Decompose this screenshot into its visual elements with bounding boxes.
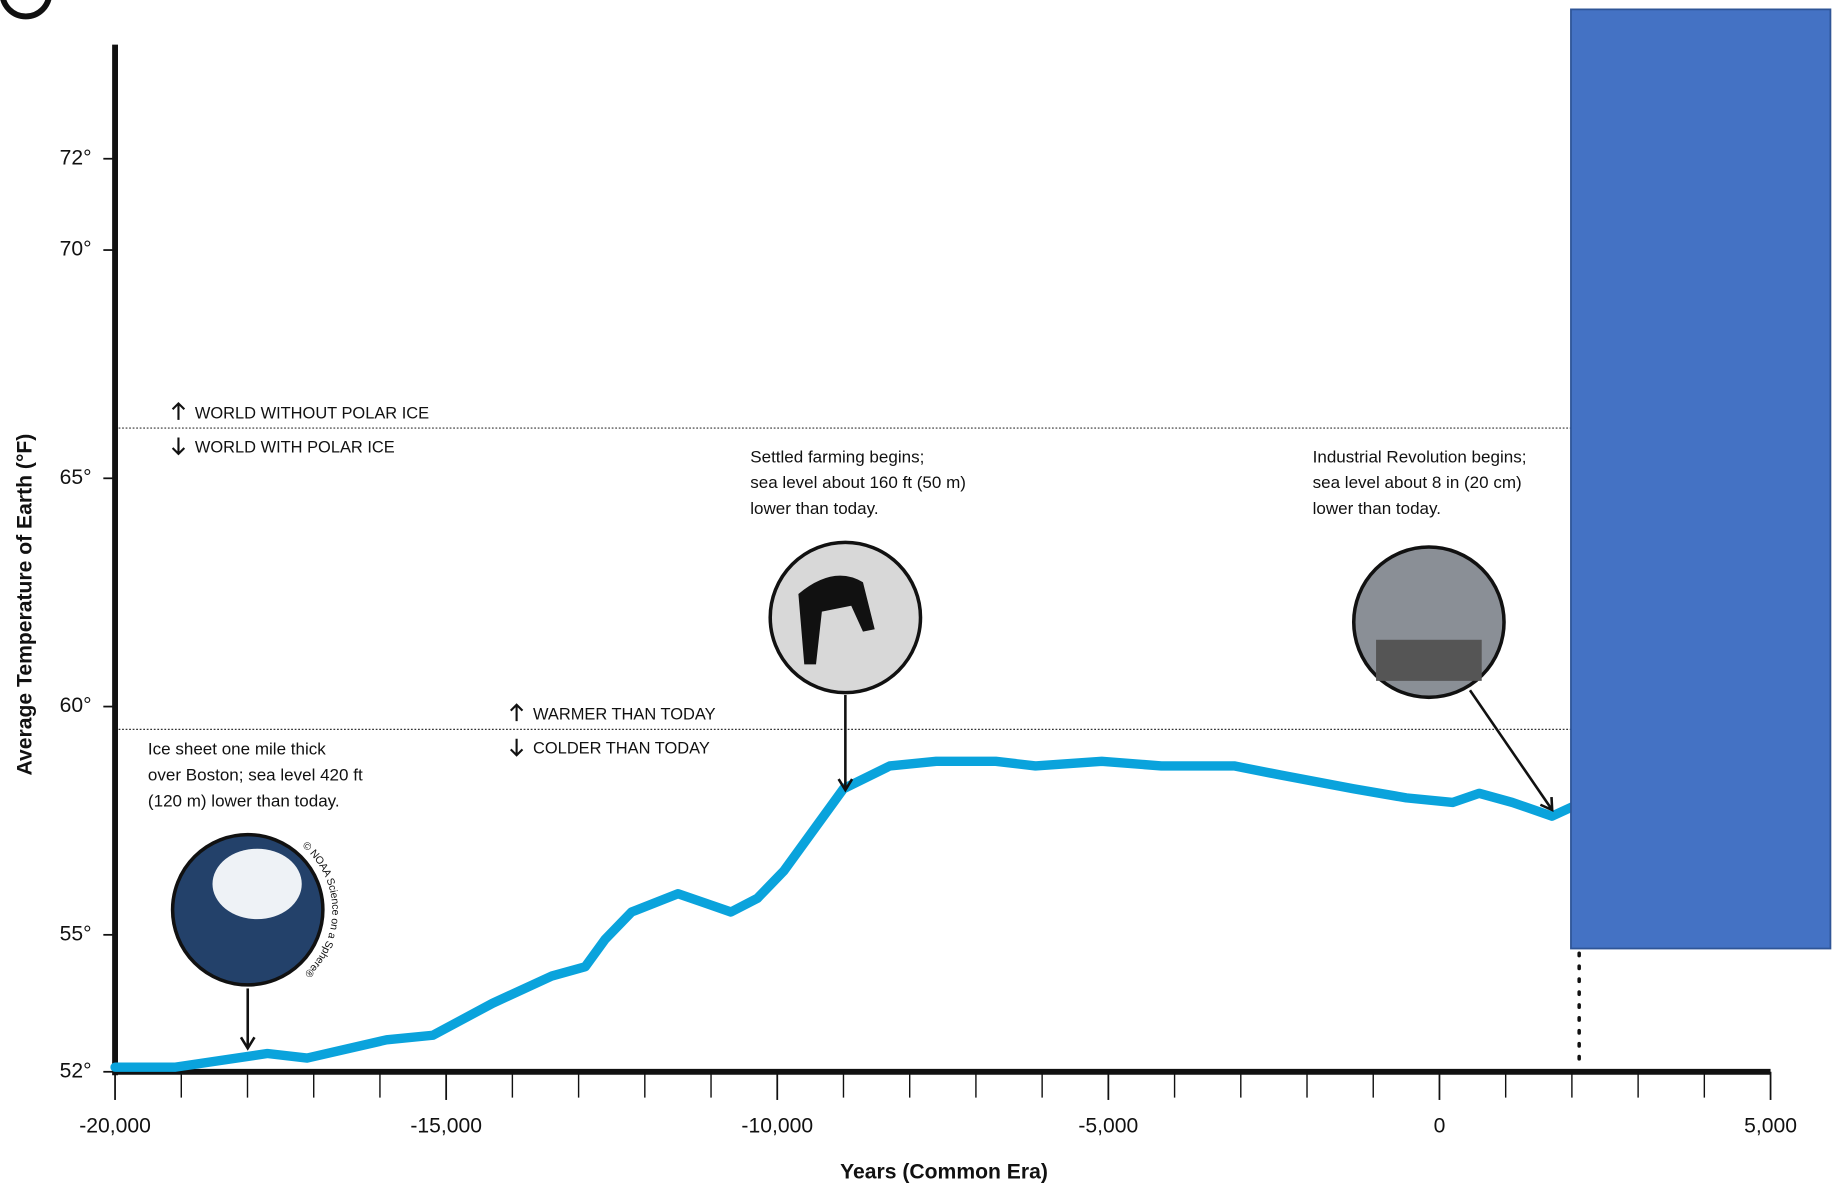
x-tick-label: -15,000 xyxy=(410,1115,482,1138)
arrow-icon xyxy=(511,705,523,721)
chart: Years (Common Era) Average Temperature o… xyxy=(0,0,1841,1188)
x-tick-label: -5,000 xyxy=(1078,1115,1138,1138)
ice-sheet xyxy=(213,849,302,919)
x-tick-label: -10,000 xyxy=(741,1115,813,1138)
reference-label: COLDER THAN TODAY xyxy=(533,740,710,758)
y-axis-title: Average Temperature of Earth (°F) xyxy=(13,434,36,776)
x-tick-label: -20,000 xyxy=(79,1115,151,1138)
reference-label: WORLD WITH POLAR ICE xyxy=(195,438,395,456)
reference-label: WORLD WITHOUT POLAR ICE xyxy=(195,404,429,422)
x-tick-label: 5,000 xyxy=(1744,1115,1797,1138)
page: {"chart_data": { "type": "line", "x_labe… xyxy=(0,0,1841,1188)
arrow-icon xyxy=(511,739,523,755)
y-tick-label: 60° xyxy=(60,694,92,717)
y-tick-label: 65° xyxy=(60,466,92,489)
arrow-icon xyxy=(173,437,185,453)
annotation-text: over Boston; sea level 420 ft xyxy=(148,765,363,784)
annotation-text: Settled farming begins; xyxy=(750,447,924,466)
annotation-text: (120 m) lower than today. xyxy=(148,791,340,810)
annotation-text: sea level about 160 ft (50 m) xyxy=(750,473,966,492)
y-tick-label: 70° xyxy=(60,238,92,261)
overlay-box xyxy=(1571,9,1830,948)
refinery xyxy=(1376,640,1482,681)
x-axis-title: Years (Common Era) xyxy=(840,1160,1048,1183)
y-tick-label: 55° xyxy=(60,922,92,945)
logo-fragment xyxy=(2,0,49,16)
reference-label: WARMER THAN TODAY xyxy=(533,706,716,724)
annotation-text: Ice sheet one mile thick xyxy=(148,740,326,759)
y-tick-label: 72° xyxy=(60,146,92,169)
x-tick-label: 0 xyxy=(1434,1115,1446,1138)
annotation-text: sea level about 8 in (20 cm) xyxy=(1313,473,1522,492)
annotation-text: Industrial Revolution begins; xyxy=(1313,447,1527,466)
arrow-icon xyxy=(173,403,185,419)
annotation-text: lower than today. xyxy=(1313,499,1441,518)
annotation-image xyxy=(770,542,920,692)
y-tick-label: 52° xyxy=(60,1059,92,1082)
annotation-text: lower than today. xyxy=(750,499,878,518)
